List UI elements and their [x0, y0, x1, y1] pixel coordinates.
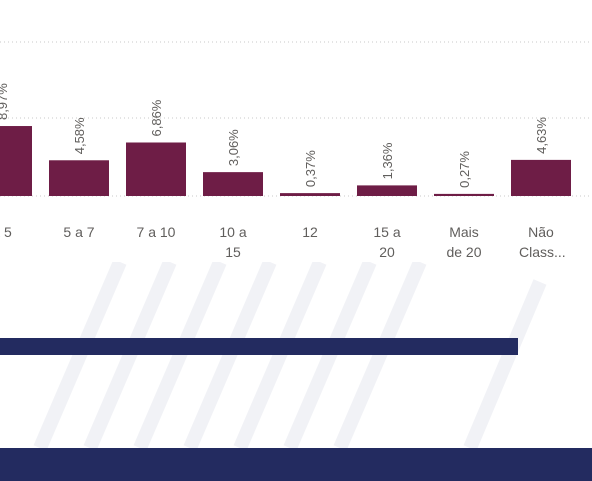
bar: [434, 193, 494, 196]
background-stripes: [33, 262, 547, 448]
navy-footer: [0, 448, 592, 481]
navy-band: [0, 338, 518, 355]
bar: [0, 126, 32, 196]
bar: [511, 159, 571, 196]
value-label: 8,97%: [0, 83, 10, 120]
x-tick-label: Mais de 20: [446, 224, 482, 260]
value-label: 0,27%: [457, 151, 472, 188]
bar: [280, 193, 340, 196]
bar: [203, 172, 263, 196]
value-label: 1,36%: [380, 142, 395, 179]
value-label: 4,63%: [534, 117, 549, 154]
bar: [126, 142, 186, 196]
value-label: 4,58%: [72, 117, 87, 154]
bar: [49, 160, 109, 196]
bar: [357, 185, 417, 196]
x-tick-label: Não Class...: [519, 224, 566, 260]
x-tick-label: 10 a 15: [219, 224, 247, 260]
x-tick-label: 7 a 10: [136, 224, 176, 240]
x-tick-label: 12: [302, 224, 318, 240]
value-label: 0,37%: [303, 150, 318, 187]
x-tick-label: 5 a 7: [63, 224, 95, 240]
value-label: 3,06%: [226, 129, 241, 166]
chart: 8,97% 4,58% 6,86% 3,06% 0,37% 1,36% 0,27% 4,63%: [0, 41, 592, 197]
x-tick-label: 15 a 20: [373, 224, 401, 260]
x-tick-label: a 5: [0, 224, 12, 240]
value-label: 6,86%: [149, 99, 164, 136]
